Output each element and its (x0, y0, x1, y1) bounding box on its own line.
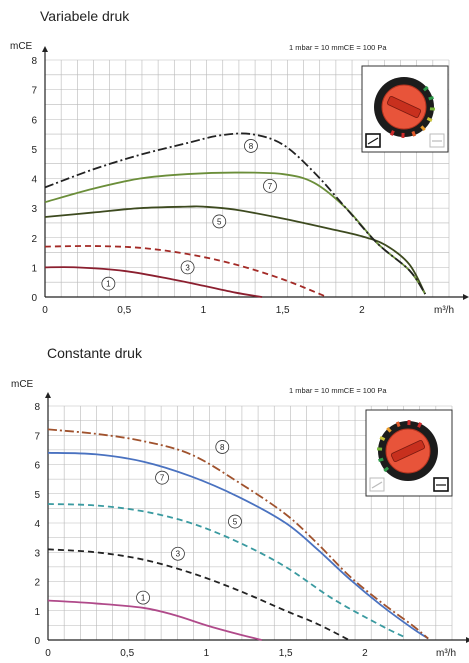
y-tick-label: 3 (31, 204, 37, 215)
unit-note: 1 mbar = 10 mmCE = 100 Pa (289, 386, 387, 395)
y-axis-arrow (42, 46, 48, 52)
x-tick-label: 0,5 (120, 648, 134, 659)
chart-constant-pressure: Constante druk mCE 1 mbar = 10 mmCE = 10… (11, 345, 469, 659)
variable-pressure-slope-icon (371, 481, 383, 489)
dial-scale-mark (390, 130, 395, 136)
y-tick-label: 7 (34, 431, 40, 442)
series-label-8: 8 (220, 443, 225, 452)
unit-note: 1 mbar = 10 mmCE = 100 Pa (289, 43, 387, 52)
y-tick-label: 6 (31, 115, 37, 126)
chart-title: Constante druk (47, 345, 143, 361)
series-label-1: 1 (106, 280, 111, 289)
series-line-7 (47, 451, 429, 640)
x-tick-label: 0,5 (117, 305, 131, 316)
variable-pressure-slope-icon (367, 137, 379, 145)
y-tick-label: 7 (31, 86, 37, 97)
y-tick-label: 0 (31, 293, 37, 304)
series-line-5 (44, 205, 427, 295)
y-tick-label: 8 (34, 402, 40, 413)
series-label-5: 5 (233, 518, 238, 527)
dial-scale-mark (395, 421, 401, 428)
series-label-circle-7 (155, 470, 169, 485)
series-label-circle-3 (180, 260, 195, 275)
x-tick-label: 0 (42, 305, 48, 316)
dial-scale-mark (428, 95, 434, 101)
x-axis-arrow (463, 294, 469, 300)
x-axis-label: m³/h (436, 648, 456, 659)
y-tick-label: 2 (31, 234, 37, 245)
dial-scale-mark (379, 436, 386, 441)
series-label-circle-5 (212, 214, 227, 229)
y-tick-label: 3 (34, 548, 40, 559)
dial-scale-mark (378, 457, 384, 463)
x-tick-label: 1 (204, 648, 210, 659)
x-tick-label: 1 (201, 305, 207, 316)
dial-pointer (386, 95, 422, 119)
series-label-circle-5 (228, 514, 242, 529)
y-tick-label: 4 (34, 519, 40, 530)
y-axis-label: mCE (11, 379, 34, 390)
y-tick-label: 8 (31, 56, 37, 67)
series-label-circle-1 (101, 276, 116, 291)
dial-scale-mark (420, 125, 426, 132)
y-tick-label: 4 (31, 175, 37, 186)
y-axis-arrow (45, 392, 51, 398)
series-line-8 (47, 428, 429, 640)
y-tick-label: 0 (34, 636, 40, 647)
series-label-circle-1 (136, 590, 150, 605)
dial-scale-mark (422, 85, 429, 92)
speed-selector-dial (365, 409, 453, 497)
series-label-circle-8 (244, 139, 258, 153)
y-tick-label: 6 (34, 461, 40, 472)
dial-scale-mark (411, 130, 417, 137)
chart-variable-pressure: Variabele druk mCE 1 mbar = 10 mmCE = 10… (10, 8, 469, 316)
speed-selector-dial (361, 65, 449, 153)
x-tick-label: 2 (362, 648, 368, 659)
x-tick-label: 1,5 (276, 305, 290, 316)
series-line-5 (47, 503, 405, 638)
series-line-1 (44, 266, 263, 298)
y-tick-label: 5 (34, 490, 40, 501)
x-tick-label: 1,5 (279, 648, 293, 659)
y-tick-label: 1 (31, 263, 37, 274)
y-tick-label: 2 (34, 578, 40, 589)
dial-scale-mark (386, 426, 392, 433)
x-tick-label: 0 (45, 648, 51, 659)
dial-scale-mark (417, 422, 422, 428)
series-label-7: 7 (268, 182, 273, 191)
series-label-7: 7 (160, 474, 165, 483)
x-tick-label: 2 (359, 305, 365, 316)
dial-scale-mark (383, 466, 390, 473)
series-line-3 (47, 548, 350, 641)
dial-scale-mark (426, 117, 433, 122)
y-tick-label: 5 (31, 145, 37, 156)
series-line-1 (47, 599, 263, 641)
series-label-circle-7 (263, 179, 277, 193)
x-axis-label: m³/h (434, 305, 454, 316)
series-label-3: 3 (176, 550, 181, 559)
dial-pointer (390, 439, 426, 463)
y-axis-label: mCE (10, 41, 33, 52)
series-label-circle-8 (215, 440, 230, 454)
series-line-3 (44, 245, 328, 298)
chart-title: Variabele druk (40, 8, 130, 24)
y-tick-label: 1 (34, 607, 40, 618)
series-label-8: 8 (249, 142, 254, 151)
x-axis-arrow (466, 637, 469, 643)
series-label-1: 1 (141, 594, 146, 603)
series-label-circle-3 (171, 546, 185, 561)
series-label-3: 3 (185, 263, 190, 272)
series-label-5: 5 (217, 217, 222, 226)
